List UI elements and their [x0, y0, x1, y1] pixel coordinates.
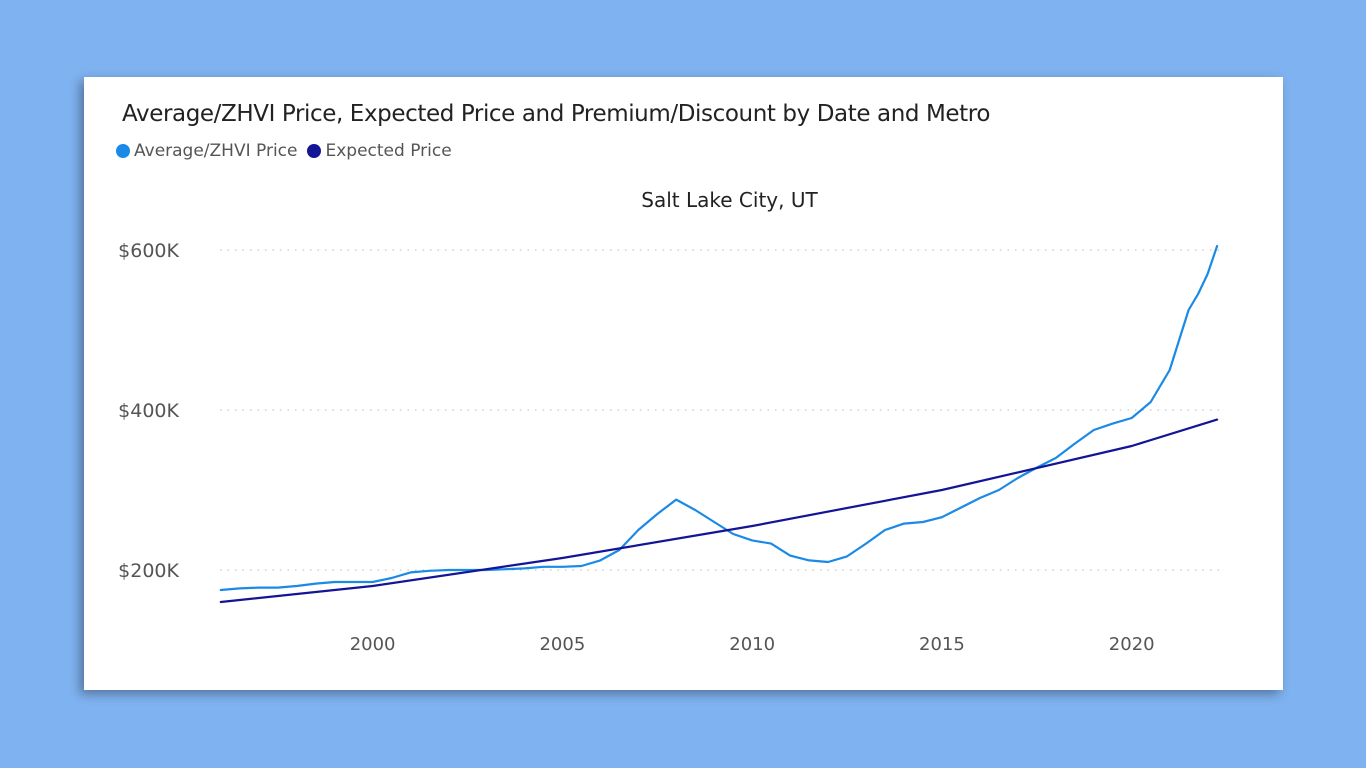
- legend-dot-expected-price: [307, 144, 322, 158]
- chart-card: Average/ZHVI Price, Expected Price and P…: [84, 77, 1283, 690]
- x-tick-label: 2005: [539, 634, 585, 655]
- chart-subtitle: Salt Lake City, UT: [641, 188, 818, 212]
- legend: Average/ZHVI Price Expected Price: [116, 141, 462, 161]
- y-tick-label: $200K: [118, 560, 179, 582]
- x-tick-label: 2020: [1109, 634, 1155, 655]
- legend-label-average-zhvi: Average/ZHVI Price: [134, 141, 298, 161]
- x-tick-label: 2000: [350, 634, 396, 655]
- y-tick-label: $400K: [118, 400, 179, 422]
- x-tick-label: 2015: [919, 634, 965, 655]
- legend-label-expected-price: Expected Price: [325, 141, 452, 161]
- expected-price-line: [219, 418, 1219, 604]
- y-tick-label: $600K: [118, 240, 179, 262]
- chart-title: Average/ZHVI Price, Expected Price and P…: [122, 101, 991, 127]
- x-tick-label: 2010: [729, 634, 775, 655]
- legend-item-expected-price[interactable]: Expected Price: [307, 141, 452, 161]
- average-zhvi-line: [219, 244, 1219, 592]
- legend-item-average-zhvi[interactable]: Average/ZHVI Price: [116, 141, 297, 161]
- legend-dot-average-zhvi: [116, 144, 130, 158]
- line-chart: $200K $400K $600K 2000 2005 2010 2015 2020: [118, 240, 1219, 655]
